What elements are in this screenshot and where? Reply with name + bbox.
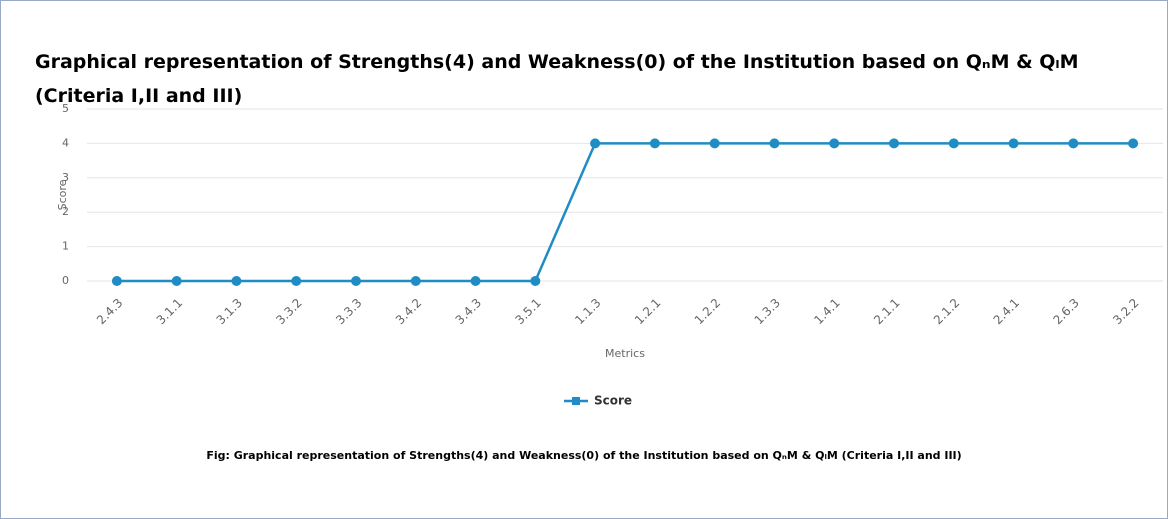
x-axis-label: Metrics: [605, 347, 645, 360]
point: [1128, 138, 1139, 149]
legend-marker: [572, 397, 580, 405]
y-tick-label: 1: [62, 240, 69, 253]
legend-label: Score: [594, 394, 632, 408]
x-tick-label: 2.6.3: [1050, 296, 1081, 327]
y-tick-label: 3: [62, 171, 69, 184]
x-tick-label: 1.2.1: [632, 296, 663, 327]
x-tick-label: 3.1.3: [214, 296, 245, 327]
x-tick-label: 2.4.3: [94, 296, 125, 327]
x-tick-label: 3.2.2: [1110, 296, 1141, 327]
x-tick-label: 2.1.2: [931, 296, 962, 327]
x-tick-label: 3.4.3: [453, 296, 484, 327]
point: [709, 138, 720, 149]
x-tick-label: 1.2.2: [692, 296, 723, 327]
x-tick-label: 3.1.1: [154, 296, 185, 327]
x-tick-label: 1.1.3: [572, 296, 603, 327]
point: [769, 138, 780, 149]
x-tick-label: 3.3.3: [333, 296, 364, 327]
y-tick-label: 5: [62, 102, 69, 115]
y-axis-label: Score: [56, 179, 69, 210]
point: [889, 138, 899, 149]
x-tick-label: 3.5.1: [512, 296, 543, 327]
point: [231, 276, 242, 286]
point: [171, 276, 182, 286]
x-tick-label: 1.3.3: [752, 296, 783, 327]
y-tick-label: 4: [62, 136, 69, 149]
point: [649, 138, 660, 149]
point: [1068, 138, 1079, 149]
point: [470, 276, 481, 286]
point: [948, 138, 959, 149]
y-tick-label: 2: [62, 205, 69, 218]
caption: Fig: Graphical representation of Strengt…: [206, 449, 961, 462]
x-tick-label: 2.1.1: [871, 296, 902, 327]
point: [111, 276, 122, 286]
series-line: [116, 142, 1134, 283]
point: [351, 276, 361, 286]
y-tick-label: 0: [62, 274, 69, 287]
point: [1008, 138, 1019, 149]
point: [530, 276, 541, 286]
chart-title: Graphical representation of Strengths(4)…: [35, 51, 1079, 107]
x-tick-label: 2.4.1: [991, 296, 1022, 327]
point: [829, 138, 840, 149]
x-tick-label: 3.3.2: [273, 296, 304, 327]
point: [410, 276, 421, 286]
point: [291, 276, 302, 286]
x-tick-label: 3.4.2: [393, 296, 424, 327]
x-tick-label: 1.4.1: [811, 296, 842, 327]
point: [590, 138, 601, 149]
